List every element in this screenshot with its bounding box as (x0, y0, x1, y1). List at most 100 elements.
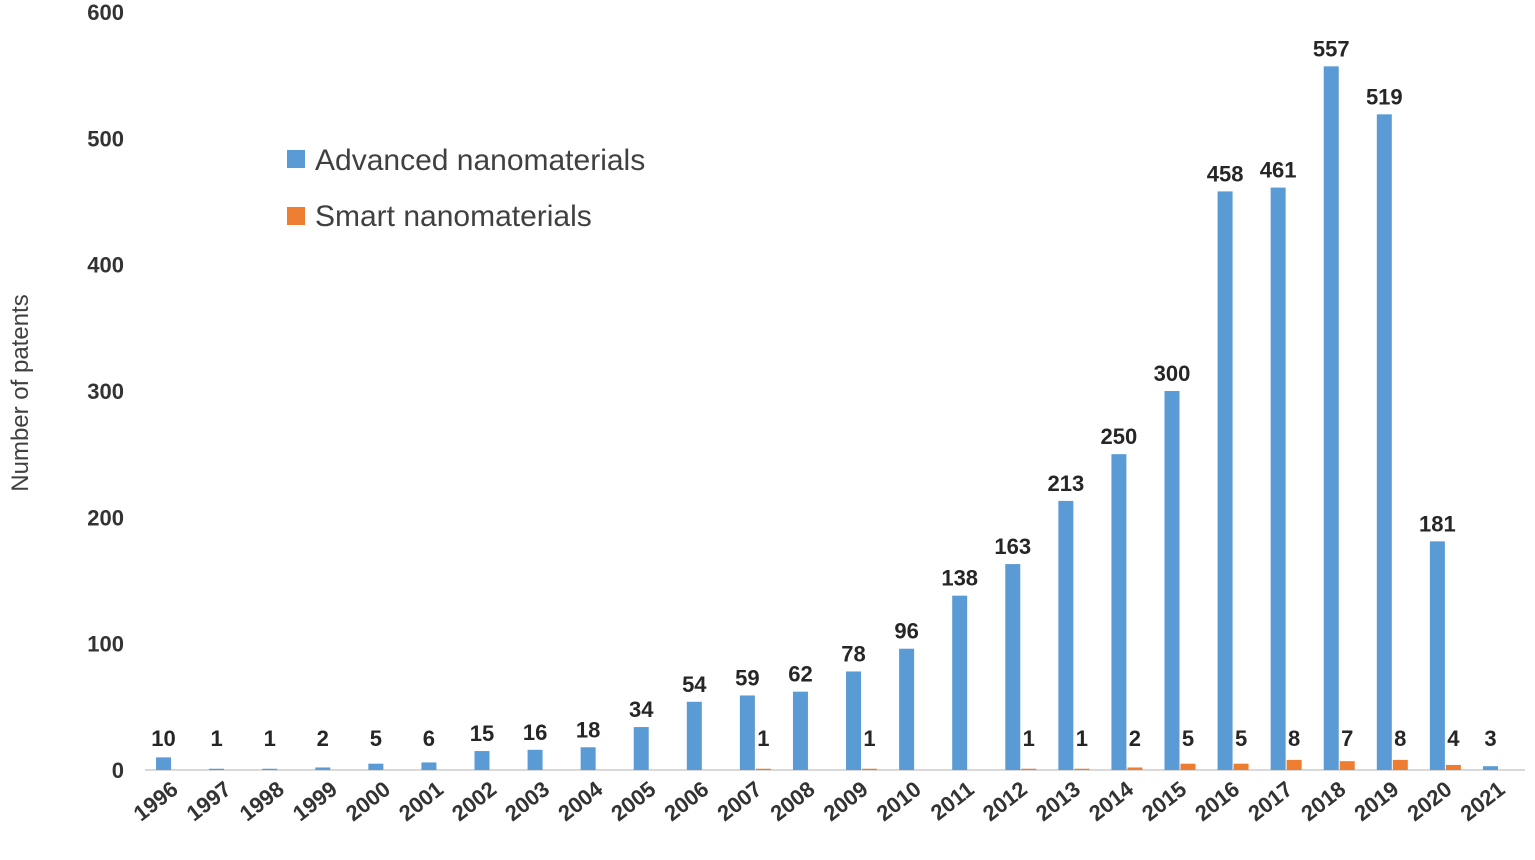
y-tick-label: 600 (87, 0, 124, 25)
x-tick-label: 2020 (1402, 776, 1456, 826)
data-label-advanced: 59 (735, 665, 759, 690)
data-label-advanced: 461 (1260, 158, 1297, 183)
data-label-smart: 4 (1447, 726, 1460, 751)
bar-advanced (739, 695, 755, 770)
data-label-smart: 5 (1235, 726, 1247, 751)
bar-advanced (1323, 66, 1339, 770)
x-tick-label: 2010 (872, 776, 926, 826)
data-label-advanced: 1 (210, 726, 222, 751)
data-label-advanced: 6 (423, 726, 435, 751)
x-tick-label: 2005 (606, 776, 660, 826)
bar-advanced (1058, 500, 1074, 770)
data-label-advanced: 458 (1207, 161, 1244, 186)
bar-smart (1021, 768, 1037, 770)
x-tick-label: 2019 (1349, 776, 1403, 826)
bar-smart (755, 768, 771, 770)
data-label-advanced: 62 (788, 662, 812, 687)
bar-advanced (1429, 541, 1445, 770)
bars (156, 66, 1498, 771)
bar-smart (1233, 763, 1249, 770)
legend-swatch-smart (287, 207, 305, 225)
bar-smart (1180, 763, 1196, 770)
bar-advanced (792, 691, 808, 770)
x-tick-label: 2006 (659, 776, 713, 826)
x-tick-label: 2018 (1296, 776, 1350, 826)
bar-advanced (368, 763, 384, 770)
bar-advanced (156, 757, 172, 770)
data-label-advanced: 54 (682, 672, 707, 697)
bar-smart (1127, 767, 1143, 770)
x-tick-label: 1997 (182, 776, 236, 826)
x-tick-label: 2001 (394, 776, 448, 826)
data-label-advanced: 519 (1366, 84, 1403, 109)
data-label-advanced: 2 (317, 726, 329, 751)
bar-advanced (952, 595, 968, 770)
y-tick-label: 500 (87, 126, 124, 151)
data-label-smart: 2 (1129, 726, 1141, 751)
bar-smart (1445, 764, 1461, 770)
data-label-smart: 8 (1394, 726, 1406, 751)
legend-label-advanced: Advanced nanomaterials (315, 144, 645, 177)
data-label-advanced: 34 (629, 697, 654, 722)
bar-smart (1286, 759, 1302, 770)
bar-advanced (1005, 564, 1021, 770)
bar-advanced (899, 648, 915, 770)
data-label-smart: 1 (1023, 726, 1035, 751)
bar-advanced (846, 671, 862, 770)
x-tick-label: 2013 (1031, 776, 1085, 826)
x-tick-label: 2011 (926, 776, 979, 825)
data-label-smart: 1 (1076, 726, 1088, 751)
x-tick-label: 2021 (1456, 776, 1510, 826)
x-tick-label: 2009 (819, 776, 873, 826)
x-tick-label: 2012 (978, 776, 1032, 826)
x-tick-label: 1999 (288, 776, 342, 826)
data-label-smart: 1 (757, 726, 769, 751)
data-label-advanced: 18 (576, 717, 600, 742)
x-tick-label: 2002 (447, 776, 501, 826)
legend-swatch-advanced (287, 150, 305, 168)
bar-advanced (1217, 191, 1233, 770)
y-tick-label: 300 (87, 379, 124, 404)
bar-advanced (1111, 454, 1127, 770)
data-label-advanced: 181 (1419, 511, 1456, 536)
data-label-advanced: 163 (994, 534, 1031, 559)
x-tick-label: 2014 (1084, 776, 1139, 826)
y-tick-label: 400 (87, 253, 124, 278)
data-label-advanced: 5 (370, 726, 382, 751)
bar-advanced (686, 701, 702, 770)
data-label-smart: 5 (1182, 726, 1194, 751)
bar-advanced (633, 727, 649, 770)
bar-advanced (527, 749, 543, 770)
legend: Advanced nanomaterials Smart nanomateria… (287, 144, 645, 233)
x-axis-ticks: 1996 1997 1998 1999 2000 2001 2002 2003 2004 2005… (129, 776, 1510, 826)
data-label-advanced: 3 (1484, 726, 1496, 751)
y-axis-ticks: 0 100 200 300 400 500 600 (87, 0, 124, 783)
x-tick-label: 2007 (712, 776, 766, 826)
data-label-advanced: 557 (1313, 36, 1350, 61)
y-tick-label: 200 (87, 505, 124, 530)
data-label-advanced: 10 (151, 726, 175, 751)
bar-advanced (1164, 391, 1180, 770)
data-label-smart: 7 (1341, 726, 1353, 751)
x-tick-label: 2000 (341, 776, 395, 826)
data-label-advanced: 213 (1047, 471, 1084, 496)
x-tick-label: 2016 (1190, 776, 1244, 826)
bar-smart (862, 768, 878, 770)
bar-advanced (262, 768, 278, 770)
bar-advanced (421, 762, 437, 770)
bar-advanced (474, 751, 490, 770)
bar-advanced (1376, 114, 1392, 770)
bar-advanced (315, 767, 331, 770)
x-tick-label: 2017 (1243, 776, 1297, 826)
bar-advanced (1482, 766, 1498, 770)
x-tick-label: 2003 (500, 776, 554, 826)
data-label-smart: 1 (863, 726, 875, 751)
bar-advanced (580, 747, 596, 770)
data-label-smart: 8 (1288, 726, 1300, 751)
data-label-advanced: 78 (841, 641, 865, 666)
x-tick-label: 1996 (129, 776, 183, 826)
legend-label-smart: Smart nanomaterials (315, 200, 592, 233)
bar-smart (1392, 759, 1408, 770)
